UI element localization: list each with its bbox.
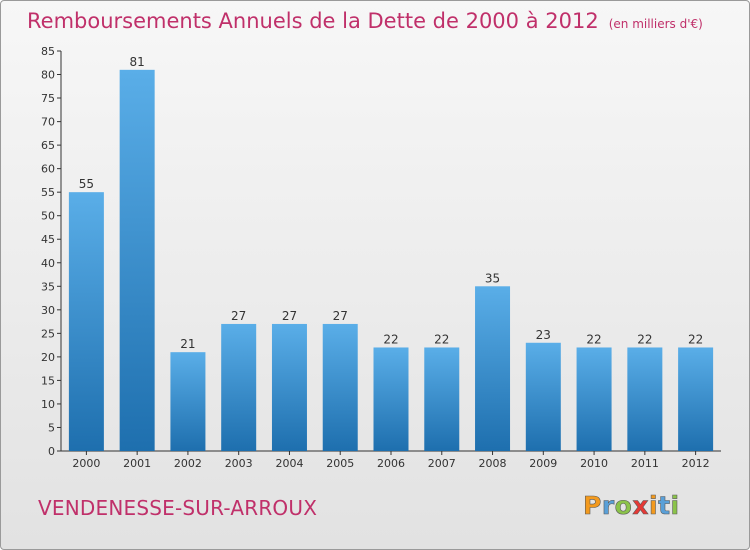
bar-value-label: 21: [180, 337, 195, 351]
bar-value-label: 23: [536, 328, 551, 342]
y-tick-label: 65: [41, 139, 55, 152]
bar-value-label: 81: [130, 55, 145, 69]
y-tick-label: 50: [41, 210, 55, 223]
bar-value-label: 35: [485, 271, 500, 285]
bar-value-label: 22: [637, 332, 652, 346]
x-tick-label: 2012: [682, 457, 710, 470]
y-tick-label: 10: [41, 398, 55, 411]
x-tick-label: 2005: [326, 457, 354, 470]
bar-value-label: 55: [79, 177, 94, 191]
x-tick-label: 2001: [123, 457, 151, 470]
x-tick-label: 2004: [275, 457, 303, 470]
logo-letter: o: [614, 491, 633, 521]
y-tick-label: 85: [41, 45, 55, 58]
bar: [119, 69, 155, 451]
bar: [373, 347, 409, 451]
axes: 0 5 10 15 20 25 30 35 40 45 50 55 60 65 70 75 80 85 2000 20…: [41, 45, 721, 470]
bars: [68, 69, 714, 452]
bar: [475, 286, 511, 451]
logo-letter: t: [658, 491, 671, 521]
commune-name: VENDENESSE-SUR-ARROUX: [38, 496, 318, 520]
y-tick-label: 20: [41, 351, 55, 364]
logo-letter: P: [583, 491, 602, 521]
x-tick-label: 2009: [529, 457, 557, 470]
y-tick-label: 25: [41, 327, 55, 340]
bar-value-label: 27: [282, 309, 297, 323]
logo-letter: r: [601, 491, 615, 521]
x-tick-label: 2010: [580, 457, 608, 470]
y-tick-label: 35: [41, 280, 55, 293]
bar-value-label: 22: [434, 332, 449, 346]
logo-letter: i: [649, 491, 659, 521]
chart-title: Remboursements Annuels de la Dette de 20…: [27, 9, 703, 33]
bar: [525, 342, 561, 451]
y-tick-label: 5: [48, 421, 55, 434]
proxiti-logo[interactable]: Proxiti: [583, 491, 680, 521]
x-tick-label: 2006: [377, 457, 405, 470]
bar-value-label: 22: [383, 332, 398, 346]
bar: [424, 347, 460, 451]
bar: [221, 323, 257, 451]
y-tick-label: 75: [41, 92, 55, 105]
y-tick-label: 40: [41, 257, 55, 270]
bar: [576, 347, 612, 451]
y-tick-label: 15: [41, 374, 55, 387]
bar-value-label: 27: [333, 309, 348, 323]
y-tick-label: 80: [41, 69, 55, 82]
y-tick-label: 70: [41, 116, 55, 129]
bar: [627, 347, 663, 451]
y-tick-label: 30: [41, 304, 55, 317]
bar-value-label: 27: [231, 309, 246, 323]
chart-unit-text: (en milliers d'€): [608, 17, 703, 31]
bar: [68, 192, 104, 452]
bar: [322, 323, 358, 451]
x-tick-label: 2002: [174, 457, 202, 470]
logo-letter: x: [632, 491, 649, 521]
y-tick-label: 0: [48, 445, 55, 458]
x-tick-label: 2007: [428, 457, 456, 470]
y-tick-label: 60: [41, 163, 55, 176]
x-tick-label: 2011: [631, 457, 659, 470]
bar: [170, 352, 206, 451]
bar: [271, 323, 307, 451]
bar-value-label: 22: [688, 332, 703, 346]
y-tick-label: 45: [41, 233, 55, 246]
x-tick-label: 2003: [225, 457, 253, 470]
y-tick-label: 55: [41, 186, 55, 199]
bar-value-label: 22: [586, 332, 601, 346]
x-tick-label: 2008: [479, 457, 507, 470]
logo-letter: i: [670, 491, 680, 521]
labels: 55 81 21 27 27 27 22 22 35 23 22 22 22: [79, 55, 704, 351]
bar: [678, 347, 714, 451]
chart-title-text: Remboursements Annuels de la Dette de 20…: [27, 9, 599, 33]
x-tick-label: 2000: [72, 457, 100, 470]
